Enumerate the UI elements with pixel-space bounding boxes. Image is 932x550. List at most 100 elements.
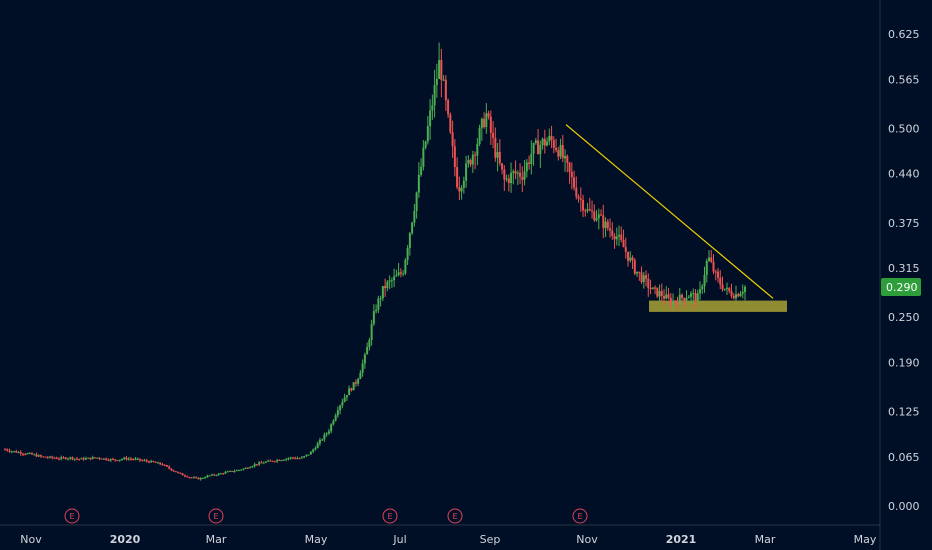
candle-body — [305, 454, 308, 457]
candle-body — [408, 233, 411, 249]
candle-body — [723, 288, 726, 290]
candle-body — [165, 465, 168, 467]
candle-body — [96, 457, 99, 459]
candle-body — [197, 477, 200, 480]
candle-body — [69, 457, 72, 459]
candle-body — [242, 468, 245, 470]
candle-body — [269, 460, 272, 462]
candle-body — [33, 454, 36, 456]
candle-body — [145, 460, 148, 462]
candle-body — [210, 474, 213, 476]
candle-body — [51, 456, 54, 458]
candle-body — [737, 294, 740, 297]
candle-body — [577, 196, 580, 199]
candle-body — [350, 388, 353, 391]
candle-body — [291, 457, 294, 459]
candle-body — [609, 228, 612, 231]
y-tick-label: 0.375 — [888, 217, 920, 230]
candle-body — [150, 460, 153, 463]
candle-body — [267, 460, 270, 462]
candle-body — [591, 210, 594, 212]
candle-body — [368, 340, 371, 348]
candle-body — [523, 171, 526, 180]
candle-body — [534, 140, 537, 144]
earnings-marker-label: E — [69, 512, 74, 521]
trend-line[interactable] — [565, 124, 774, 299]
candle-body — [494, 137, 497, 158]
candle-body — [370, 324, 373, 341]
candle-body — [215, 475, 218, 477]
x-tick-label: 2021 — [666, 533, 697, 546]
candle-body — [282, 459, 285, 461]
candle-body — [474, 154, 477, 156]
candle-body — [303, 456, 306, 458]
candle-body — [674, 300, 677, 302]
candle-body — [312, 449, 315, 452]
candle-body — [105, 458, 108, 460]
candle-body — [217, 473, 220, 476]
candle-body — [255, 464, 258, 466]
candle-body — [192, 477, 195, 479]
candle-body — [195, 477, 198, 479]
candle-body — [57, 458, 60, 460]
candle-body — [222, 473, 225, 475]
candle-body — [636, 271, 639, 274]
earnings-marker[interactable] — [572, 508, 588, 524]
candle-body — [451, 132, 454, 147]
support-zone[interactable] — [649, 300, 787, 312]
candle-body — [678, 294, 681, 304]
candle-body — [174, 471, 177, 473]
earnings-marker[interactable] — [382, 508, 398, 524]
candle-body — [667, 294, 670, 298]
candle-body — [172, 470, 175, 472]
candle-body — [186, 476, 189, 478]
candle-body — [93, 457, 96, 459]
candle-body — [154, 461, 157, 463]
candle-body — [732, 295, 735, 299]
candle-body — [12, 451, 15, 453]
candle-body — [188, 477, 191, 479]
candle-body — [462, 180, 465, 188]
candle-body — [316, 443, 319, 449]
candle-body — [129, 458, 132, 460]
candle-body — [622, 239, 625, 248]
candle-body — [586, 209, 589, 211]
y-tick-label: 0.500 — [888, 122, 920, 135]
candle-body — [411, 222, 414, 234]
candle-body — [399, 272, 402, 274]
candle-body — [483, 118, 486, 128]
candle-body — [460, 187, 463, 192]
candle-body — [332, 420, 335, 425]
candle-body — [456, 167, 459, 188]
candle-body — [39, 455, 42, 457]
candle-body — [73, 458, 76, 460]
candle-body — [6, 449, 9, 451]
candle-body — [363, 354, 366, 364]
candle-body — [728, 287, 731, 292]
candle-body — [469, 160, 472, 165]
candle-body — [125, 457, 128, 460]
earnings-marker[interactable] — [208, 508, 224, 524]
candle-body — [564, 155, 567, 159]
candle-body — [168, 466, 171, 469]
candle-body — [539, 144, 542, 155]
candle-body — [35, 454, 38, 457]
candle-body — [530, 153, 533, 164]
candle-body — [348, 388, 351, 396]
earnings-marker[interactable] — [447, 508, 463, 524]
candle-body — [699, 289, 702, 294]
candle-body — [314, 448, 317, 450]
candle-body — [442, 79, 445, 81]
candle-body — [323, 434, 326, 440]
candle-body — [566, 155, 569, 163]
candle-body — [561, 145, 564, 159]
candle-body — [656, 287, 659, 297]
candle-body — [606, 221, 609, 229]
candle-body — [514, 171, 517, 174]
earnings-marker[interactable] — [64, 508, 80, 524]
candle-body — [260, 462, 263, 464]
candle-body — [388, 280, 391, 282]
candle-body — [224, 472, 227, 474]
candle-body — [366, 347, 369, 355]
